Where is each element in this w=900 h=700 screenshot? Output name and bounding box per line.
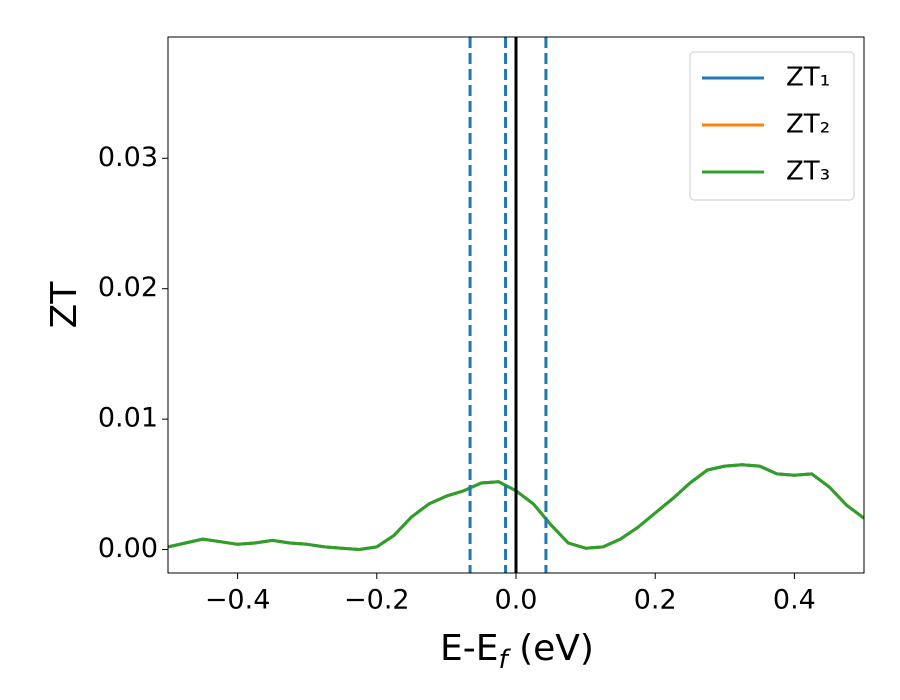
x-axis-label: E-Ef (eV) — [440, 628, 594, 675]
x-label-tail: (eV) — [508, 628, 594, 669]
x-label-main: E-E — [440, 628, 498, 669]
legend-label: ZT₃ — [786, 157, 830, 187]
x-tick-label: −0.2 — [344, 585, 410, 616]
y-tick-label: 0.00 — [98, 533, 158, 564]
legend-label: ZT₂ — [786, 110, 830, 140]
x-tick-label: 0.4 — [773, 585, 816, 616]
x-tick-label: 0.2 — [634, 585, 677, 616]
y-axis-label: ZT — [44, 281, 85, 329]
plot-area — [168, 37, 864, 573]
y-tick-label: 0.03 — [98, 142, 158, 173]
y-tick-label: 0.01 — [98, 403, 158, 434]
legend-box — [689, 51, 855, 201]
legend-label: ZT₁ — [786, 63, 830, 93]
x-tick-label: 0.0 — [495, 585, 538, 616]
plot-frame — [167, 36, 865, 574]
y-tick-label: 0.02 — [98, 272, 158, 303]
x-tick-label: −0.4 — [205, 585, 271, 616]
